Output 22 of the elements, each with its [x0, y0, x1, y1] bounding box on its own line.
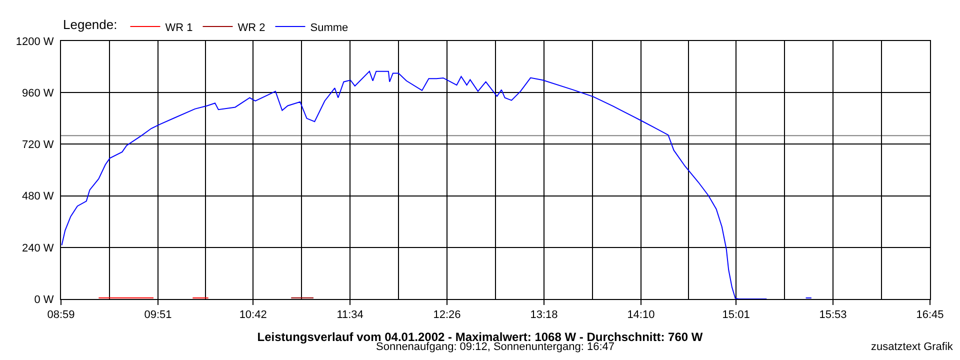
- y-tick-label: 960 W: [22, 87, 54, 100]
- x-tick-label: 15:01: [722, 309, 750, 322]
- x-tick-label: 08:59: [47, 309, 75, 322]
- y-tick-label: 1200 W: [16, 36, 54, 48]
- legend-label: Summe: [310, 22, 348, 34]
- x-tick-label: 16:45: [916, 309, 944, 322]
- x-tick-label: 09:51: [144, 309, 172, 322]
- y-tick-label: 480 W: [22, 190, 54, 203]
- y-tick-label: 240 W: [22, 242, 54, 254]
- x-tick-label: 10:42: [239, 309, 267, 322]
- y-tick-label: 720 W: [22, 139, 54, 152]
- legend-label: WR 2: [238, 22, 266, 34]
- text: zusatztext Grafik: [871, 341, 954, 353]
- y-tick-label: 0 W: [34, 294, 54, 306]
- legend-label: WR 1: [165, 22, 193, 34]
- text: Sonnenaufgang: 09:12, Sonnenuntergang: 16:47: [376, 341, 615, 353]
- x-tick-label: 12:26: [433, 309, 461, 322]
- x-tick-label: 15:53: [819, 309, 847, 322]
- x-tick-label: 14:10: [627, 309, 655, 322]
- legend-title: Legende:: [63, 16, 118, 32]
- x-tick-label: 13:18: [530, 309, 558, 322]
- x-tick-label: 11:34: [336, 309, 364, 322]
